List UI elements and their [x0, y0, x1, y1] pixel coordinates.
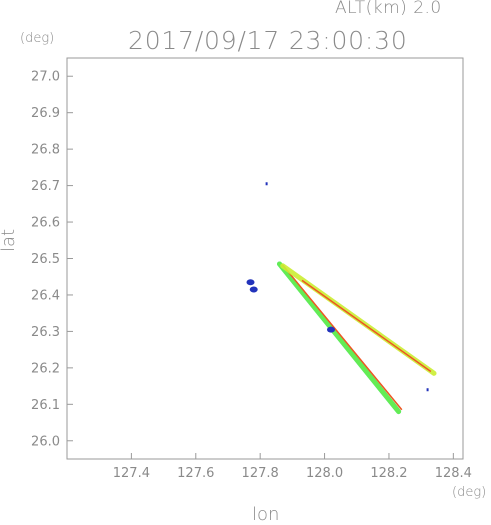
- y-tick-label: 26.4: [31, 288, 60, 303]
- x-axis-unit: (deg): [452, 485, 487, 500]
- x-tick-label: 128.0: [306, 466, 343, 481]
- y-tick-label: 26.9: [31, 106, 60, 121]
- x-tick-label: 127.4: [113, 466, 150, 481]
- echo-speck: [426, 388, 429, 392]
- echo-blob: [246, 279, 255, 286]
- x-tick-label: 128.4: [435, 466, 472, 481]
- y-tick-label: 26.3: [31, 325, 60, 340]
- x-tick-label: 127.6: [177, 466, 214, 481]
- x-tick-label: 128.2: [370, 466, 407, 481]
- echo-blob: [327, 326, 335, 333]
- y-tick-label: 26.6: [31, 216, 60, 231]
- plot-frame: [66, 57, 464, 460]
- echo-layer: [246, 182, 437, 415]
- tick-layer: 127.4 127.6 127.8 128.0 128.2 128.4 26.0 26.1 26…: [31, 70, 472, 481]
- altitude-label: ALT(km) 2.0: [335, 0, 442, 18]
- y-tick-label: 26.7: [31, 179, 60, 194]
- echo-speck: [265, 182, 268, 186]
- echo-blob: [249, 286, 258, 293]
- timestamp-title: 2017/09/17 23:00:30: [128, 26, 408, 55]
- y-axis-unit: (deg): [20, 31, 55, 46]
- echo-edge: [301, 279, 432, 373]
- y-tick-label: 27.0: [31, 70, 60, 85]
- y-tick-label: 26.2: [31, 361, 60, 376]
- y-tick-label: 26.0: [31, 434, 60, 449]
- y-tick-label: 26.5: [31, 252, 60, 267]
- y-tick-label: 26.1: [31, 398, 60, 413]
- echo-edge: [282, 264, 403, 411]
- echo-streak: [276, 261, 402, 415]
- x-axis-label: lon: [252, 504, 280, 525]
- y-tick-label: 26.8: [31, 143, 60, 158]
- x-tick-label: 127.8: [242, 466, 279, 481]
